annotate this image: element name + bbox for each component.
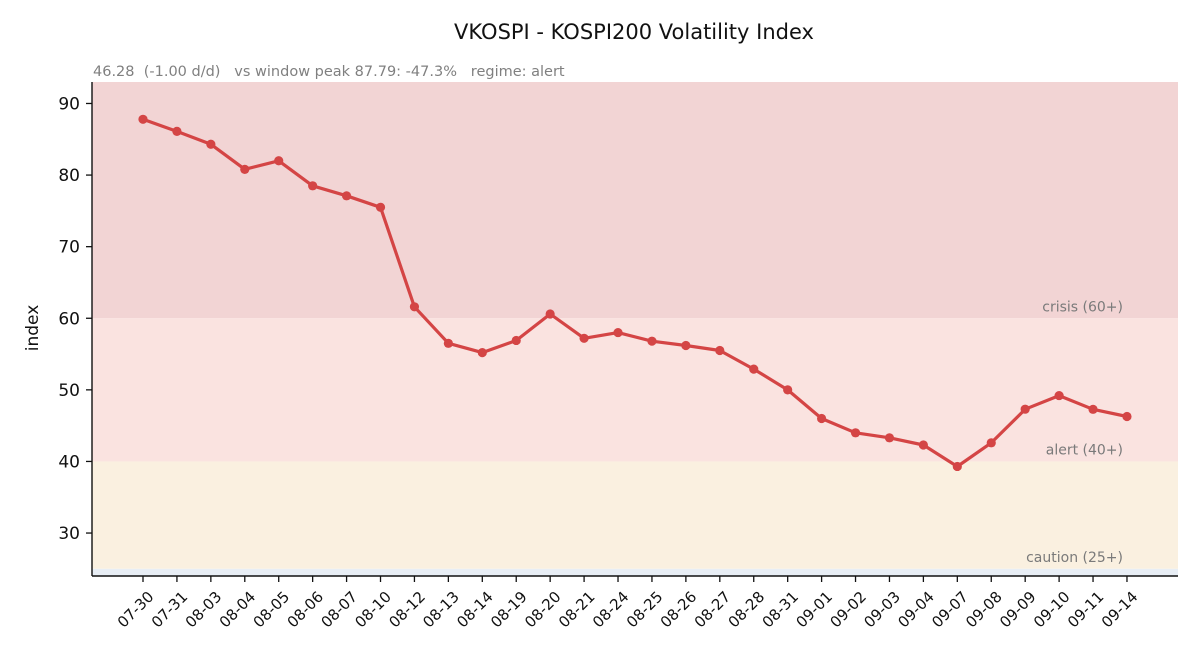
x-tick-label-08-25: 08-25: [623, 588, 667, 632]
y-tick-label-50: 50: [58, 381, 80, 401]
x-tick-label-09-10: 09-10: [1030, 588, 1074, 632]
x-tick-label-07-30: 07-30: [114, 588, 158, 632]
data-point-08-24: [613, 327, 623, 338]
y-tick-label-90: 90: [58, 94, 80, 114]
data-point-09-07: [952, 461, 962, 472]
band-label-2: caution (25+): [1026, 550, 1123, 566]
data-point-08-06: [308, 181, 318, 191]
band-3: [92, 568, 1178, 576]
x-tick-label-08-27: 08-27: [691, 588, 735, 632]
band-label-0: crisis (60+): [1042, 299, 1123, 315]
x-tick-label-08-24: 08-24: [589, 588, 633, 632]
y-axis-label: index: [23, 305, 43, 352]
y-axis: 30 40 50 60 70 80 90: [58, 94, 92, 544]
data-point-08-20: [545, 309, 555, 319]
data-point-08-19: [511, 335, 521, 346]
data-point-08-12: [409, 302, 420, 312]
x-tick-label-08-10: 08-10: [351, 588, 395, 632]
regime-band-labels: crisis (60+) alert (40+) caution (25+): [1026, 299, 1123, 566]
chart-subtitle: 46.28 (-1.00 d/d) vs window peak 87.79: …: [93, 64, 565, 80]
band-label-1: alert (40+): [1046, 442, 1123, 458]
x-tick-label-09-02: 09-02: [826, 588, 870, 632]
x-tick-label-08-26: 08-26: [657, 588, 701, 632]
data-point-09-04: [918, 440, 928, 450]
data-point-09-10: [1054, 390, 1064, 401]
data-point-08-28: [749, 364, 759, 374]
x-tick-label-09-09: 09-09: [996, 588, 1040, 632]
x-tick-label-08-19: 08-19: [487, 588, 531, 632]
data-point-08-26: [681, 340, 691, 351]
x-axis: 07-3007-3108-0308-0408-0508-0608-0708-10…: [114, 576, 1142, 632]
data-point-08-25: [647, 336, 657, 346]
data-point-09-03: [884, 433, 895, 443]
x-tick-label-09-11: 09-11: [1064, 588, 1108, 632]
series-line: [141, 117, 1129, 469]
x-tick-label-08-20: 08-20: [521, 588, 565, 632]
data-point-08-27: [715, 345, 725, 356]
x-tick-label-08-04: 08-04: [216, 588, 260, 632]
data-point-08-03: [206, 139, 216, 149]
x-tick-label-08-06: 08-06: [284, 588, 328, 632]
data-point-09-11: [1088, 404, 1098, 414]
y-tick-label-60: 60: [58, 309, 80, 329]
series-group: [138, 114, 1132, 472]
band-2: [92, 461, 1178, 569]
data-point-08-21: [579, 333, 589, 343]
data-point-08-13: [443, 338, 453, 348]
x-tick-label-09-01: 09-01: [793, 588, 837, 632]
data-point-08-14: [477, 348, 487, 358]
x-tick-label-08-14: 08-14: [453, 588, 497, 632]
data-point-07-30: [138, 114, 148, 124]
x-tick-label-08-21: 08-21: [555, 588, 599, 632]
data-point-08-31: [783, 385, 793, 395]
data-point-08-05: [274, 156, 284, 166]
x-tick-label-08-28: 08-28: [725, 588, 769, 632]
data-point-09-02: [850, 428, 861, 438]
data-point-09-01: [817, 413, 827, 424]
x-tick-label-08-31: 08-31: [759, 588, 803, 632]
x-tick-label-08-13: 08-13: [419, 588, 463, 632]
x-tick-label-09-08: 09-08: [962, 588, 1006, 632]
x-tick-label-09-07: 09-07: [928, 588, 972, 632]
data-point-08-10: [375, 202, 386, 212]
x-tick-label-09-03: 09-03: [860, 588, 904, 632]
y-tick-label-70: 70: [58, 238, 80, 258]
x-tick-label-07-31: 07-31: [148, 588, 192, 632]
regime-bands: [92, 82, 1178, 576]
y-tick-label-80: 80: [58, 166, 80, 186]
x-tick-label-08-03: 08-03: [182, 588, 226, 632]
x-tick-label-08-05: 08-05: [250, 588, 294, 632]
chart-title: VKOSPI - KOSPI200 Volatility Index: [454, 20, 814, 44]
x-tick-label-09-14: 09-14: [1098, 588, 1142, 632]
band-0: [92, 82, 1178, 319]
data-point-09-08: [986, 438, 996, 448]
data-point-08-07: [341, 191, 352, 201]
data-point-09-09: [1020, 404, 1030, 414]
data-point-07-31: [172, 126, 182, 136]
x-tick-label-08-12: 08-12: [385, 588, 429, 632]
y-tick-label-30: 30: [58, 524, 80, 544]
data-point-09-14: [1122, 411, 1132, 422]
data-point-08-04: [240, 164, 250, 174]
y-tick-label-40: 40: [58, 452, 80, 472]
x-tick-label-08-07: 08-07: [317, 588, 361, 632]
x-tick-label-09-04: 09-04: [894, 588, 938, 632]
band-1: [92, 318, 1178, 462]
